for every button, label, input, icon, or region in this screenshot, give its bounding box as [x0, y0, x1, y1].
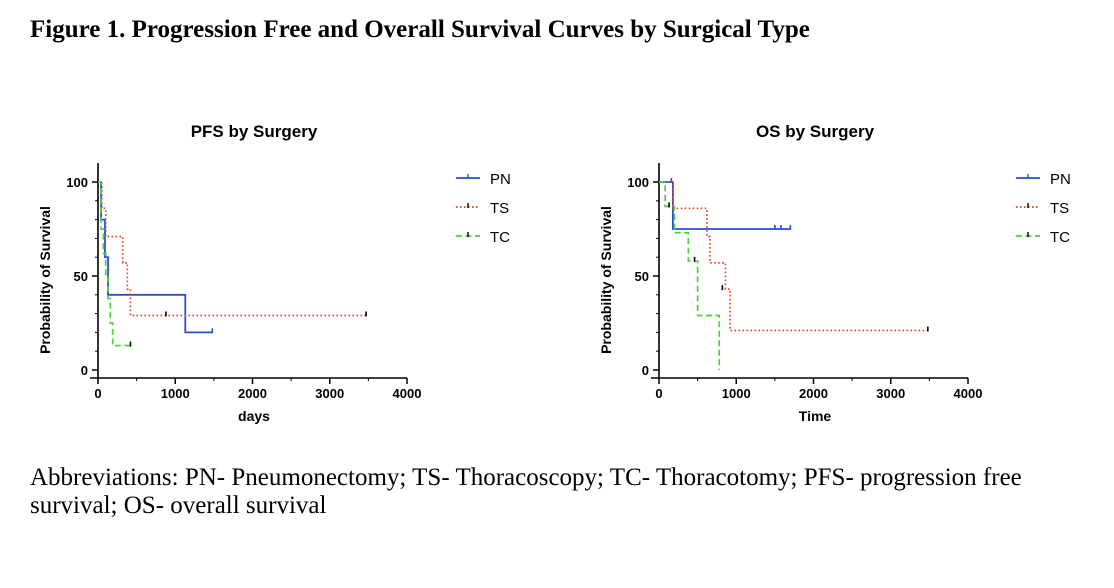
chart1-y-tick-label: 100: [66, 175, 88, 190]
chart2-title: OS by Surgery: [756, 122, 875, 141]
chart1-legend-ts-label: TS: [490, 200, 509, 217]
chart2-series-tc-line: [659, 181, 721, 370]
chart2-x-tick-label: 3000: [876, 386, 905, 401]
chart1-y-tick-label: 50: [74, 269, 88, 284]
chart2-y-tick-label: 100: [627, 175, 649, 190]
chart1-legend-tc-label: TC: [490, 229, 510, 246]
chart1-x-tick-label: 2000: [238, 386, 267, 401]
chart2-legend-ts-label: TS: [1050, 200, 1069, 217]
chart1-series-tc-line: [98, 181, 131, 347]
chart1-x-tick-label: 0: [94, 386, 101, 401]
chart1-legend-pn-label: PN: [490, 171, 511, 188]
chart1-x-tick-label: 1000: [161, 386, 190, 401]
chart1-x-tick-label: 3000: [315, 386, 344, 401]
chart2-series-ts-line: [659, 181, 928, 332]
chart2-legend-pn-label: PN: [1050, 171, 1071, 188]
chart2-x-tick-label: 2000: [799, 386, 828, 401]
chart2-x-tick-label: 1000: [722, 386, 751, 401]
chart1-y-label: Probability of Survival: [37, 206, 53, 354]
chart2-y-label: Probability of Survival: [598, 206, 614, 354]
figure-caption: Abbreviations: PN- Pneumonectomy; TS- Th…: [30, 464, 1022, 519]
chart1-series-ts-line: [98, 181, 367, 317]
chart2-x-label: Time: [799, 408, 832, 424]
chart1-series-pn-line: [98, 181, 213, 334]
chart1-x-label: days: [238, 408, 270, 424]
chart2-legend-tc-label: TC: [1050, 229, 1070, 246]
chart1-x-tick-label: 4000: [393, 386, 422, 401]
chart2-y-tick-label: 50: [635, 269, 649, 284]
chart2-series-pn-line: [659, 181, 791, 230]
chart2-x-tick-label: 4000: [954, 386, 983, 401]
chart2-y-tick-label: 0: [642, 363, 649, 378]
figure-title: Figure 1. Progression Free and Overall S…: [30, 16, 810, 43]
chart1-title: PFS by Surgery: [191, 122, 318, 141]
chart1-y-tick-label: 0: [81, 363, 88, 378]
chart2-x-tick-label: 0: [655, 386, 662, 401]
